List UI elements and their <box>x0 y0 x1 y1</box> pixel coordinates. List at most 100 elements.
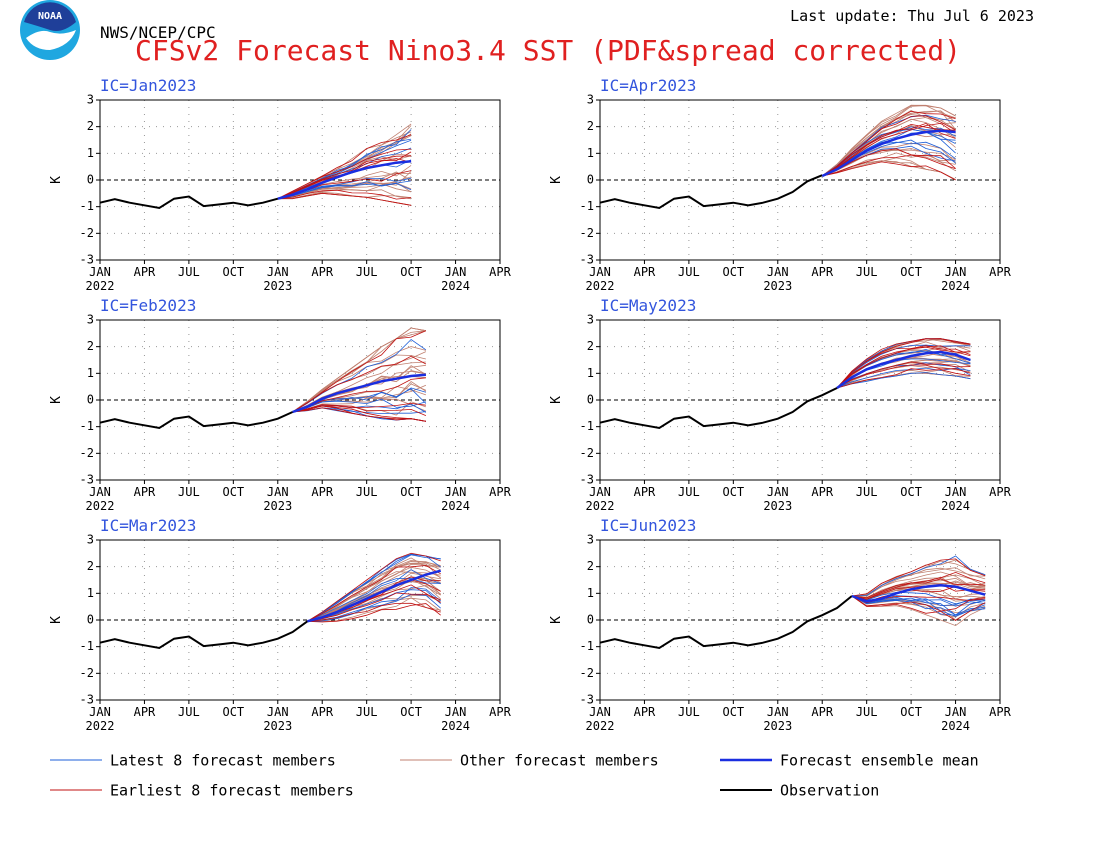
x-tick-label: APR <box>989 705 1011 719</box>
legend-label-latest: Latest 8 forecast members <box>110 752 336 770</box>
member-earliest <box>277 148 412 200</box>
ensemble-mean-line <box>821 129 956 178</box>
x-tick-label: APR <box>989 485 1011 499</box>
x-tick-label: APR <box>634 485 656 499</box>
y-tick-label: 0 <box>587 173 594 187</box>
legend-label-observation: Observation <box>780 782 879 800</box>
panel-ic-label: IC=Feb2023 <box>100 296 196 315</box>
member-latest <box>292 338 427 413</box>
member-earliest <box>292 405 426 422</box>
member-other <box>307 566 441 622</box>
member-latest <box>836 367 971 389</box>
member-earliest <box>851 595 986 612</box>
x-tick-year: 2023 <box>763 499 792 513</box>
observation-line <box>99 195 279 210</box>
y-tick-label: -1 <box>580 639 594 653</box>
y-tick-label: 0 <box>87 393 94 407</box>
member-other <box>292 330 426 413</box>
y-tick-label: -1 <box>80 419 94 433</box>
y-tick-label: 0 <box>87 173 94 187</box>
x-tick-label: APR <box>811 705 833 719</box>
y-tick-label: -3 <box>580 473 594 487</box>
x-tick-label: JAN <box>267 485 289 499</box>
x-tick-label: JAN <box>89 705 111 719</box>
x-tick-label: OCT <box>722 265 744 279</box>
x-tick-year: 2023 <box>263 279 292 293</box>
x-tick-label: APR <box>811 485 833 499</box>
member-latest <box>836 362 971 389</box>
ensemble-mean-line <box>292 373 427 414</box>
last-update-label: Last update: Thu Jul 6 2023 <box>790 7 1034 25</box>
member-earliest <box>307 603 441 623</box>
member-other <box>307 559 441 622</box>
member-other <box>307 597 441 622</box>
y-tick-label: 3 <box>587 93 594 107</box>
member-other <box>822 160 956 181</box>
member-other <box>307 563 441 622</box>
x-tick-year: 2024 <box>941 719 970 733</box>
x-tick-year: 2023 <box>763 719 792 733</box>
y-axis-label: K <box>49 396 64 404</box>
x-tick-label: OCT <box>900 265 922 279</box>
member-earliest <box>851 595 986 621</box>
member-other <box>821 105 956 177</box>
panel-ic-label: IC=Apr2023 <box>600 76 696 95</box>
x-tick-label: APR <box>489 705 511 719</box>
member-earliest <box>851 578 986 599</box>
member-earliest <box>821 110 956 177</box>
x-tick-label: JUL <box>178 705 200 719</box>
x-tick-label: JAN <box>945 485 967 499</box>
member-latest <box>307 589 441 622</box>
y-tick-label: -1 <box>580 199 594 213</box>
x-tick-label: JUL <box>356 265 378 279</box>
x-tick-label: APR <box>134 485 156 499</box>
y-tick-label: -1 <box>80 639 94 653</box>
member-earliest <box>822 122 956 177</box>
y-tick-label: 2 <box>587 339 594 353</box>
x-tick-label: OCT <box>722 705 744 719</box>
x-tick-year: 2023 <box>763 279 792 293</box>
y-tick-label: 1 <box>87 586 94 600</box>
x-tick-label: APR <box>989 265 1011 279</box>
chart-title: CFSv2 Forecast Nino3.4 SST (PDF&spread c… <box>135 34 961 67</box>
member-earliest <box>836 364 971 389</box>
panel-ic-label: IC=May2023 <box>600 296 696 315</box>
y-axis-label: K <box>549 176 564 184</box>
member-earliest <box>277 155 412 200</box>
y-tick-label: -1 <box>580 419 594 433</box>
x-tick-year: 2024 <box>441 499 470 513</box>
member-earliest <box>307 592 441 622</box>
member-latest <box>307 578 441 622</box>
member-latest <box>292 387 427 413</box>
member-latest <box>307 587 441 622</box>
x-tick-label: OCT <box>722 485 744 499</box>
y-tick-label: -3 <box>80 473 94 487</box>
y-tick-label: 2 <box>87 119 94 133</box>
y-axis-label: K <box>49 176 64 184</box>
ensemble-members <box>292 327 427 422</box>
y-tick-label: 3 <box>587 533 594 547</box>
member-latest <box>307 554 441 622</box>
x-tick-label: JAN <box>267 705 289 719</box>
x-tick-year: 2022 <box>586 499 615 513</box>
member-earliest <box>836 368 971 389</box>
x-tick-label: OCT <box>400 265 422 279</box>
y-tick-label: 0 <box>87 613 94 627</box>
y-tick-label: -3 <box>80 253 94 267</box>
legend-label-mean: Forecast ensemble mean <box>780 752 979 770</box>
y-tick-label: -1 <box>80 199 94 213</box>
x-tick-year: 2022 <box>586 719 615 733</box>
x-tick-label: JAN <box>89 485 111 499</box>
y-tick-label: -2 <box>80 666 94 680</box>
member-other <box>292 327 426 413</box>
member-earliest <box>822 161 956 181</box>
x-tick-label: OCT <box>222 705 244 719</box>
x-tick-label: JAN <box>945 705 967 719</box>
x-tick-label: JAN <box>767 485 789 499</box>
y-axis-label: K <box>549 396 564 404</box>
y-tick-label: 3 <box>87 93 94 107</box>
observation-line <box>99 411 294 430</box>
x-tick-label: JAN <box>589 265 611 279</box>
x-tick-label: OCT <box>900 485 922 499</box>
